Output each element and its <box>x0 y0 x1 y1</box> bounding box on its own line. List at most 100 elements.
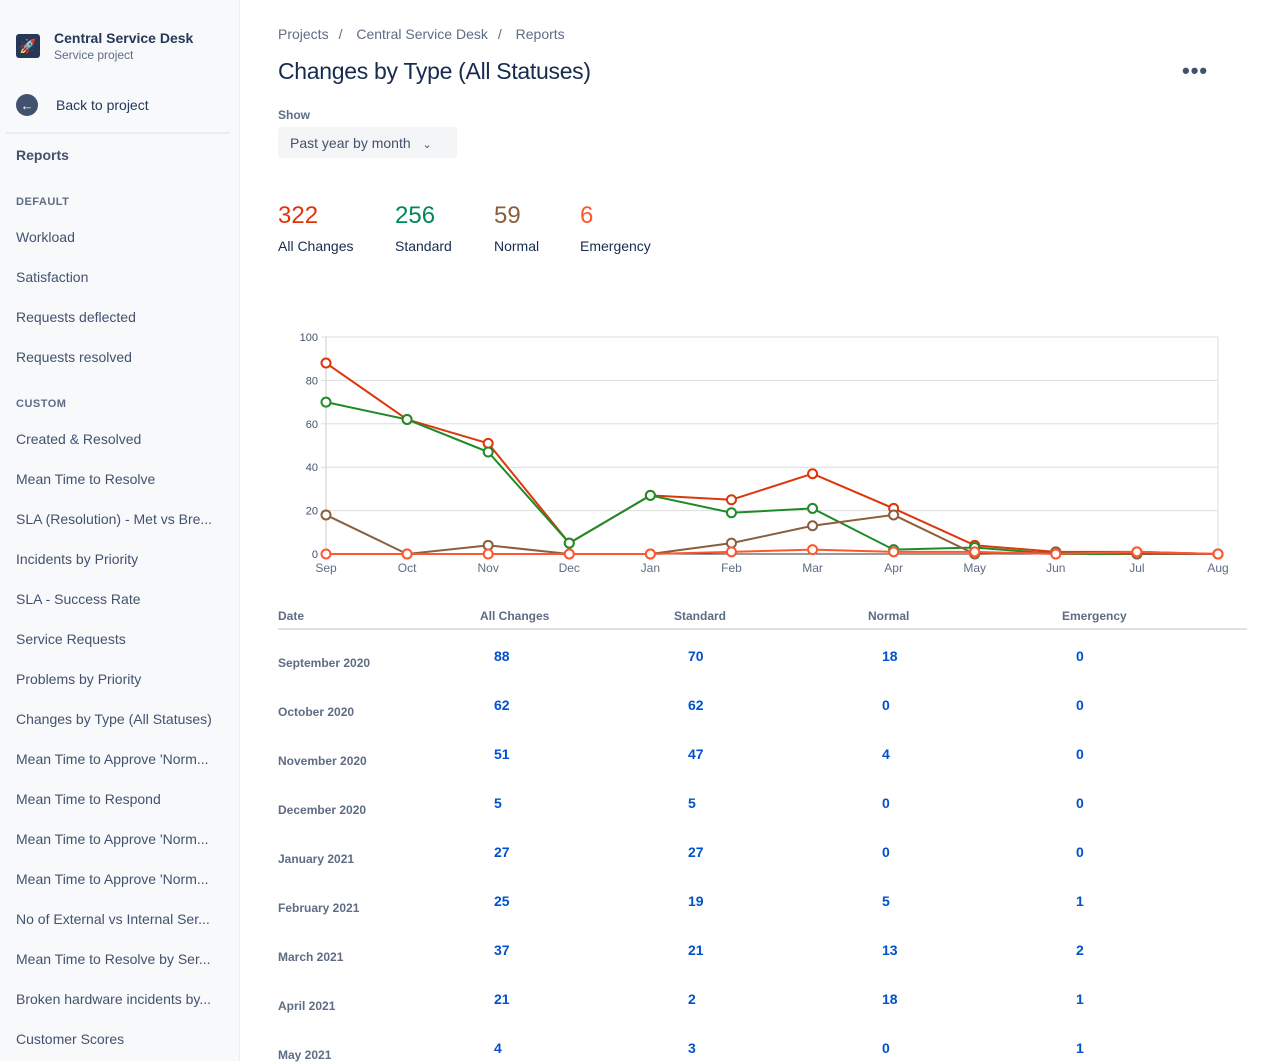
date-cell: November 2020 <box>278 754 367 768</box>
breadcrumb-project[interactable]: Central Service Desk <box>356 26 488 42</box>
sidebar-item[interactable]: Service Requests <box>16 631 126 647</box>
stat-standard: 256 Standard <box>395 202 452 254</box>
stat-label: Normal <box>494 238 540 254</box>
value-link[interactable]: 62 <box>688 697 704 713</box>
value-link[interactable]: 47 <box>688 746 704 762</box>
back-to-project-link[interactable]: ← Back to project <box>16 94 149 116</box>
value-link[interactable]: 4 <box>882 746 890 762</box>
y-tick-label: 20 <box>306 506 318 518</box>
data-point <box>482 437 494 449</box>
sidebar-item[interactable]: Changes by Type (All Statuses) <box>16 711 212 727</box>
value-link[interactable]: 13 <box>882 942 898 958</box>
stat-all-changes: 322 All Changes <box>278 202 354 254</box>
data-point <box>807 502 819 514</box>
value-link[interactable]: 2 <box>688 991 696 1007</box>
value-link[interactable]: 0 <box>1076 795 1084 811</box>
value-link[interactable]: 21 <box>688 942 704 958</box>
sidebar-item[interactable]: Problems by Priority <box>16 671 142 687</box>
y-tick-label: 60 <box>306 419 318 431</box>
value-link[interactable]: 18 <box>882 648 898 664</box>
data-point <box>482 548 494 560</box>
date-cell: October 2020 <box>278 705 355 719</box>
value-link[interactable]: 0 <box>1076 697 1084 713</box>
x-tick-label: Nov <box>478 561 499 575</box>
date-cell: May 2021 <box>278 1048 332 1062</box>
sidebar-item[interactable]: Customer Scores <box>16 1031 125 1047</box>
value-link[interactable]: 1 <box>1076 991 1084 1007</box>
y-tick-label: 80 <box>306 375 318 387</box>
value-link[interactable]: 0 <box>882 795 890 811</box>
data-point <box>725 507 737 519</box>
sidebar-item[interactable]: Mean Time to Respond <box>16 791 161 807</box>
reports-heading[interactable]: Reports <box>16 147 69 163</box>
page-title: Changes by Type (All Statuses) <box>278 58 591 84</box>
column-header[interactable]: Emergency <box>1062 609 1127 623</box>
value-link[interactable]: 18 <box>882 991 898 1007</box>
sidebar-item[interactable]: Broken hardware incidents by... <box>16 991 212 1007</box>
value-link[interactable]: 5 <box>494 795 502 811</box>
value-link[interactable]: 1 <box>1076 893 1084 909</box>
value-link[interactable]: 3 <box>688 1040 696 1056</box>
value-link[interactable]: 51 <box>494 746 510 762</box>
period-value: Past year by month <box>290 135 411 151</box>
x-tick-label: Feb <box>721 561 742 575</box>
value-link[interactable]: 0 <box>1076 648 1084 664</box>
sidebar-item[interactable]: Mean Time to Resolve by Ser... <box>16 951 211 967</box>
stat-normal: 59 Normal <box>494 202 539 254</box>
sidebar-item[interactable]: Mean Time to Approve 'Norm... <box>16 751 209 767</box>
arrow-left-icon: ← <box>16 94 38 116</box>
value-link[interactable]: 0 <box>882 697 890 713</box>
value-link[interactable]: 0 <box>1076 746 1084 762</box>
x-tick-label: Mar <box>802 561 823 575</box>
value-link[interactable]: 25 <box>494 893 510 909</box>
value-link[interactable]: 21 <box>494 991 510 1007</box>
sidebar-item[interactable]: Mean Time to Approve 'Norm... <box>16 871 209 887</box>
x-tick-label: Jan <box>641 561 660 575</box>
value-link[interactable]: 0 <box>882 1040 890 1056</box>
stat-value: 322 <box>278 202 319 229</box>
column-header[interactable]: Standard <box>674 609 727 623</box>
x-tick-label: Oct <box>398 561 417 575</box>
value-link[interactable]: 62 <box>494 697 510 713</box>
column-header[interactable]: Date <box>278 609 305 623</box>
more-options-icon[interactable]: ••• <box>1182 58 1209 83</box>
sidebar: 🚀 Central Service Desk Service project ←… <box>0 0 240 1061</box>
value-link[interactable]: 4 <box>494 1040 502 1056</box>
line-chart: 0 20 40 60 80 100 Sep Oct Nov Dec Jan Feb Mar Apr May J… <box>300 332 1229 575</box>
data-point <box>644 548 656 560</box>
value-link[interactable]: 5 <box>882 893 890 909</box>
value-link[interactable]: 0 <box>882 844 890 860</box>
value-link[interactable]: 88 <box>494 648 510 664</box>
column-header[interactable]: Normal <box>868 609 910 623</box>
value-link[interactable]: 19 <box>688 893 704 909</box>
data-point <box>401 413 413 425</box>
value-link[interactable]: 27 <box>688 844 704 860</box>
value-link[interactable]: 70 <box>688 648 704 664</box>
series-line-all-changes <box>325 362 1219 555</box>
value-link[interactable]: 1 <box>1076 1040 1084 1056</box>
project-name: Central Service Desk <box>54 30 194 46</box>
value-link[interactable]: 37 <box>494 942 510 958</box>
stat-emergency: 6 Emergency <box>580 202 651 254</box>
data-point <box>807 468 819 480</box>
date-cell: December 2020 <box>278 803 367 817</box>
period-dropdown[interactable]: Past year by month ⌄ <box>278 127 457 158</box>
sidebar-item[interactable]: No of External vs Internal Ser... <box>16 911 210 927</box>
value-link[interactable]: 2 <box>1076 942 1084 958</box>
sidebar-item[interactable]: Mean Time to Approve 'Norm... <box>16 831 209 847</box>
default-heading: DEFAULT <box>16 196 70 208</box>
breadcrumb-reports[interactable]: Reports <box>515 26 565 42</box>
project-header[interactable]: 🚀 Central Service Desk Service project <box>16 30 193 62</box>
value-link[interactable]: 0 <box>1076 844 1084 860</box>
breadcrumb-projects[interactable]: Projects <box>278 26 329 42</box>
series-line-emergency <box>326 548 1219 556</box>
breadcrumb: Projects / Central Service Desk / Reports <box>278 26 565 42</box>
data-point <box>320 509 332 521</box>
data-point <box>888 509 900 521</box>
stat-label: All Changes <box>278 238 354 254</box>
column-header[interactable]: All Changes <box>480 609 550 623</box>
data-point <box>888 546 900 558</box>
value-link[interactable]: 5 <box>688 795 696 811</box>
value-link[interactable]: 27 <box>494 844 510 860</box>
date-cell: September 2020 <box>278 656 371 670</box>
